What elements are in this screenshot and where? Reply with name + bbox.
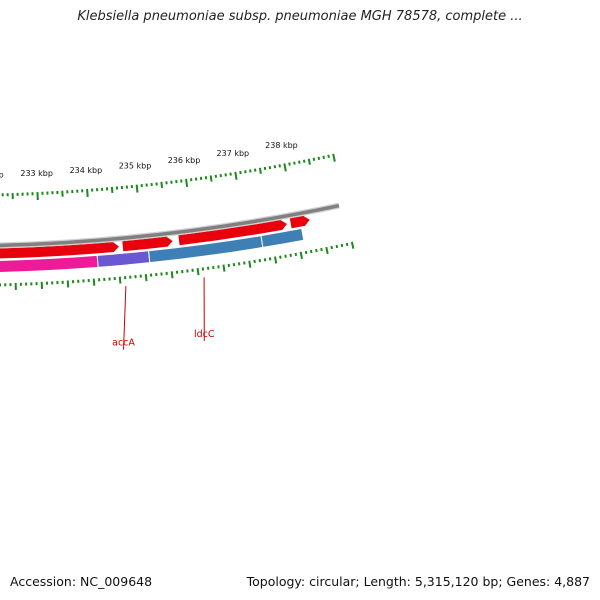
outer-tick	[299, 251, 303, 260]
scale-tick	[110, 186, 114, 194]
scale-tick	[135, 184, 139, 193]
outer-tick	[320, 247, 323, 252]
outer-tick	[248, 260, 252, 268]
kbp-scale-track: 227 kbp228 kbp229 kbp230 kbp231 kbp232 k…	[0, 141, 336, 201]
kbp-label: 237 kbp	[217, 149, 250, 158]
scale-tick	[86, 188, 89, 198]
scale-tick	[288, 162, 291, 166]
scale-tick	[234, 171, 238, 180]
scale-tick	[258, 167, 262, 174]
cds-arrow	[0, 241, 121, 260]
outer-tick	[92, 278, 96, 286]
scale-tick	[278, 164, 281, 168]
outer-tick	[325, 246, 329, 255]
outer-tick	[222, 264, 226, 272]
topology-summary: Topology: circular; Length: 5,315,120 bp…	[246, 574, 590, 589]
outer-tick	[304, 250, 308, 255]
outer-tick	[294, 252, 298, 257]
outer-tick	[309, 249, 313, 254]
scale-tick	[268, 165, 272, 170]
gene-label-track: hlpAlpxDfabZlpxAlpxBrnhBdnaEaccAldcC	[112, 277, 215, 350]
gene-label: accA	[112, 338, 135, 349]
feature-track	[0, 227, 305, 273]
outer-tick	[279, 255, 282, 259]
scale-tick	[327, 154, 330, 158]
backbone	[0, 202, 340, 249]
map-title: Klebsiella pneumoniae subsp. pneumoniae …	[77, 9, 523, 24]
outer-tick	[196, 268, 200, 276]
scale-tick	[322, 155, 326, 159]
kbp-label: 236 kbp	[168, 156, 201, 165]
scale-tick	[332, 153, 336, 162]
scale-tick	[283, 163, 287, 172]
kbp-label: 238 kbp	[265, 141, 298, 150]
scale-tick	[293, 161, 296, 165]
outer-tick	[335, 244, 339, 249]
scale-tick	[209, 175, 213, 182]
kbp-label: 233 kbp	[20, 169, 53, 178]
outer-tick	[345, 242, 349, 247]
outer-tick	[274, 256, 278, 264]
scale-tick	[263, 166, 267, 171]
outer-tick	[144, 274, 148, 282]
scale-tick	[302, 159, 306, 163]
accession-label: Accession: NC_009648	[10, 574, 153, 589]
outer-tick	[350, 241, 355, 249]
backbone-line	[0, 203, 340, 248]
scale-tick	[298, 160, 301, 164]
scale-tick	[273, 165, 277, 169]
outer-tick	[340, 243, 344, 248]
outer-tick	[268, 257, 272, 261]
gene-label: ldcC	[194, 329, 215, 340]
outer-tick	[118, 276, 122, 284]
outer-tick	[284, 254, 287, 258]
outer-tick	[315, 248, 318, 253]
scale-tick	[160, 181, 164, 188]
feature-segment	[260, 227, 305, 248]
scale-tick	[312, 157, 316, 161]
scale-tick	[185, 178, 189, 187]
outer-tick	[330, 245, 334, 250]
gene-leader-line	[123, 286, 127, 350]
scale-tick	[253, 168, 257, 172]
scale-tick	[317, 156, 321, 160]
scale-tick	[307, 158, 311, 165]
outer-tick	[289, 253, 292, 257]
outer-tick-track	[0, 241, 355, 291]
kbp-label: 234 kbp	[70, 166, 103, 175]
kbp-label: 232 kbp	[0, 171, 4, 180]
kbp-label: 235 kbp	[119, 162, 152, 171]
outer-tick	[170, 271, 174, 279]
